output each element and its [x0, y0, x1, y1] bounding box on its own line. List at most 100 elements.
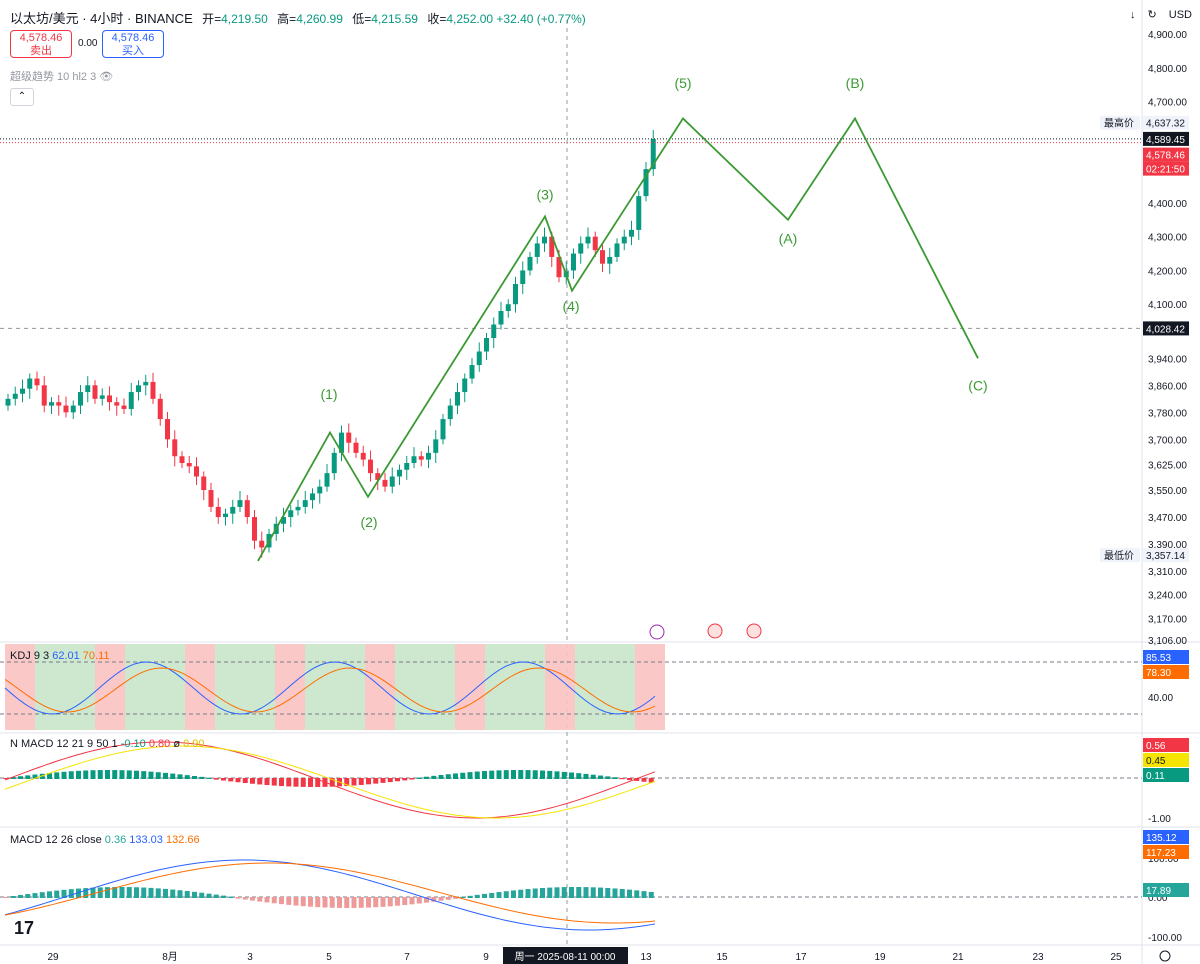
last-price-badge: 4,589.45	[1146, 135, 1185, 146]
macd-histogram-bar	[3, 897, 9, 898]
candle-body	[650, 139, 656, 170]
symbol-title[interactable]: 以太坊/美元 · 4小时 · BINANCE	[10, 11, 193, 26]
nmacd-histogram-bar	[554, 771, 560, 779]
price-tick-label: 4,100.00	[1148, 300, 1187, 311]
price-tick-label: 3,240.00	[1148, 591, 1187, 602]
candle-body	[368, 459, 373, 474]
macd-badge-3-bg	[1143, 883, 1189, 897]
macd-histogram-bar	[61, 889, 67, 898]
download-icon[interactable]: ↓	[1130, 8, 1136, 21]
candle-body	[440, 419, 446, 440]
countdown-badge-bg	[1143, 161, 1189, 176]
macd-histogram-bar	[83, 888, 89, 898]
kdj-zone	[5, 644, 35, 730]
price-tick-label: 3,106.00	[1148, 636, 1187, 647]
macd-histogram-bar	[380, 897, 386, 907]
nmacd-histogram-bar	[18, 776, 23, 779]
candle-body	[346, 432, 352, 443]
macd-histogram-bar	[496, 892, 502, 898]
candle-body	[92, 385, 98, 399]
nmacd-histogram-bar	[467, 772, 473, 779]
nmacd-histogram-bar	[634, 778, 640, 781]
macd-histogram-bar	[163, 888, 168, 898]
macd-histogram-bar	[148, 887, 154, 898]
macd-histogram-bar	[373, 897, 379, 908]
candle-body	[469, 365, 475, 379]
elliott-wave-line	[257, 116, 979, 562]
time-tick-label: 3	[247, 952, 253, 963]
candle-body	[295, 506, 301, 511]
eye-hidden-icon[interactable]: 👁	[99, 71, 114, 83]
macd-histogram-bar	[598, 887, 603, 898]
nmacd-histogram-bar	[438, 775, 444, 779]
macd-histogram-bar	[438, 897, 444, 901]
nmacd-histogram-bar	[351, 778, 357, 786]
nmacd-histogram-bar	[221, 778, 226, 781]
candle-body	[99, 395, 105, 399]
current-price-badge-bg	[1143, 147, 1189, 162]
nmacd-histogram-bar	[627, 778, 632, 781]
kdj-badge-1-bg	[1143, 650, 1189, 664]
kdj-zone	[65, 644, 95, 730]
sell-button[interactable]: 4,578.46 卖出	[10, 30, 72, 58]
kdj-zone	[485, 644, 515, 730]
reset-icon[interactable]: ↻	[1147, 9, 1157, 21]
price-tick-label: 4,700.00	[1148, 98, 1187, 109]
low-price-badge: 3,357.14	[1146, 551, 1185, 562]
macd-histogram-bar	[561, 887, 567, 898]
macd-histogram-bar	[532, 888, 538, 898]
macd-histogram-bar	[431, 897, 437, 902]
tradingview-logo: 17	[14, 918, 35, 938]
close-value: 4,252.00	[446, 12, 494, 26]
kdj-zone	[185, 644, 215, 730]
nmacd-label: N MACD 12 21 9 50 1	[10, 738, 118, 750]
price-tick-label: 3,470.00	[1148, 513, 1187, 524]
candle-body	[433, 439, 439, 453]
macd-legend[interactable]: MACD 12 26 close 0.36 133.03 132.66	[10, 834, 200, 846]
candle-body	[5, 398, 11, 406]
candle-body	[41, 385, 47, 406]
time-tick-label: 13	[640, 952, 652, 963]
macd-histogram-bar	[322, 897, 328, 908]
macd-histogram-bar	[424, 897, 429, 903]
candle-body	[12, 393, 18, 399]
supertrend-label[interactable]: 超级趋势 10 hl2 3 👁	[10, 68, 113, 84]
nmacd-histogram-bar	[293, 778, 299, 787]
kdj-zone	[305, 644, 335, 730]
candle-body	[455, 392, 460, 406]
candle-body	[571, 253, 576, 271]
nmacd-histogram-bar	[532, 770, 538, 779]
kdj-zone	[125, 644, 155, 730]
candle-body	[128, 392, 134, 409]
macd-histogram-bar	[206, 893, 212, 898]
nmacd-badge-2: 0.45	[1146, 756, 1166, 767]
candle-body	[600, 250, 605, 264]
buy-button[interactable]: 4,578.46 买入	[102, 30, 164, 58]
macd-histogram-bar	[293, 897, 299, 906]
nmacd-histogram-bar	[395, 778, 400, 782]
kdj-legend[interactable]: KDJ 9 3 62.01 70.11	[10, 650, 110, 662]
candle-body	[150, 381, 156, 399]
time-tick-label: 9	[483, 952, 489, 963]
nmacd-legend[interactable]: N MACD 12 21 9 50 1 -0.10 0.80 ø 0.90	[10, 738, 205, 750]
nmacd-histogram-bar	[503, 770, 509, 779]
candle-body	[281, 517, 286, 524]
crosshair-price-badge-bg	[1143, 321, 1189, 336]
collapse-chevron-icon[interactable]: ⌃	[10, 88, 34, 106]
nmacd-histogram-bar	[213, 778, 219, 780]
candle-body	[172, 439, 178, 457]
kdj-zone	[155, 644, 185, 730]
candle-body	[56, 402, 62, 406]
top-right-toolbar: ↓ ↻ USD	[1130, 8, 1192, 22]
currency-label[interactable]: USD	[1168, 8, 1192, 21]
nmacd-histogram-bar	[206, 777, 212, 779]
nmacd-histogram-bar	[648, 778, 654, 783]
nmacd-histogram-bar	[286, 778, 292, 787]
candle-body	[418, 456, 424, 460]
high-price-badge: 4,637.32	[1146, 119, 1185, 130]
wave-label: (C)	[968, 377, 987, 393]
nmacd-histogram-bar	[358, 778, 364, 785]
nmacd-histogram-bar	[192, 775, 197, 779]
price-tick-label: 4,300.00	[1148, 233, 1187, 244]
